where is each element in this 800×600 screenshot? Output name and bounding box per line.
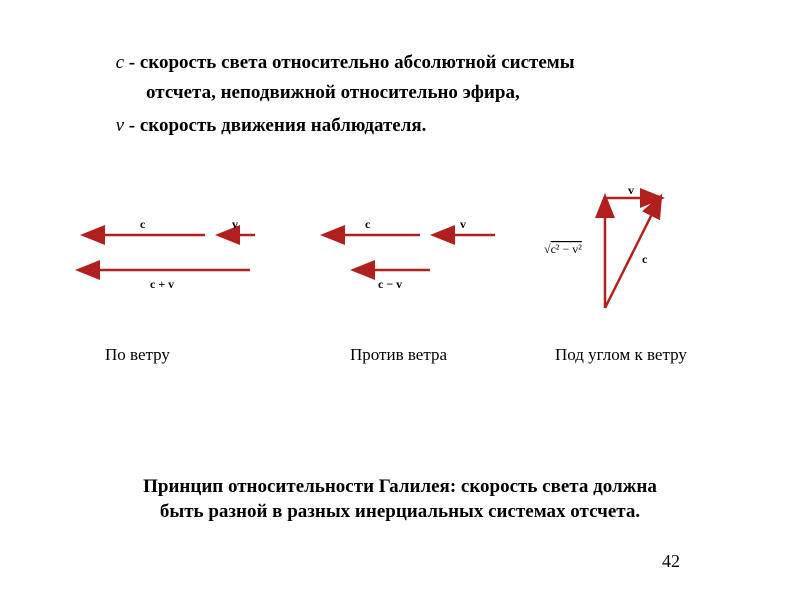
- p2-v-label: v: [460, 217, 466, 231]
- c-text-2: отсчета, неподвижной относительно эфира,: [146, 80, 740, 106]
- p3-res-label: √c² − v²: [544, 242, 582, 256]
- panel-upwind: c v c − v: [300, 210, 520, 305]
- definitions-block: c - скорость света относительно абсолютн…: [100, 50, 740, 143]
- p3-c-label: c: [642, 252, 648, 266]
- panel-angle: v c √c² − v²: [550, 188, 730, 328]
- p1-c-label: c: [140, 217, 146, 231]
- diagrams-row: c v c + v c v c − v v c √c² − v² По ветр…: [60, 210, 740, 370]
- caption-angle: Под углом к ветру: [555, 345, 687, 365]
- p2-c-label: c: [365, 217, 371, 231]
- v-text: - скорость движения наблюдателя.: [129, 115, 427, 136]
- p3-v-label: v: [628, 183, 634, 197]
- panel1-svg: c v c + v: [60, 210, 290, 300]
- panel-downwind: c v c + v: [60, 210, 290, 305]
- p1-v-label: v: [232, 217, 238, 231]
- page-number: 42: [662, 551, 680, 572]
- caption-downwind: По ветру: [105, 345, 170, 365]
- v-symbol: v: [100, 113, 124, 139]
- p2-diff-label: c − v: [378, 277, 402, 291]
- caption-upwind: Против ветра: [350, 345, 447, 365]
- principle-text: Принцип относительности Галилея: скорост…: [60, 474, 740, 525]
- def-c: c - скорость света относительно абсолютн…: [100, 50, 740, 76]
- panel3-svg: v c √c² − v²: [550, 188, 730, 323]
- panel2-svg: c v c − v: [300, 210, 520, 300]
- principle-l1: Принцип относительности Галилея: скорост…: [60, 474, 740, 500]
- c-symbol: c: [100, 50, 124, 76]
- p1-sum-label: c + v: [150, 277, 174, 291]
- p3-c-arrow: [605, 198, 660, 308]
- principle-l2: быть разной в разных инерциальных систем…: [60, 499, 740, 525]
- c-text-1: - скорость света относительно абсолютной…: [129, 52, 575, 73]
- def-v: v - скорость движения наблюдателя.: [100, 113, 740, 139]
